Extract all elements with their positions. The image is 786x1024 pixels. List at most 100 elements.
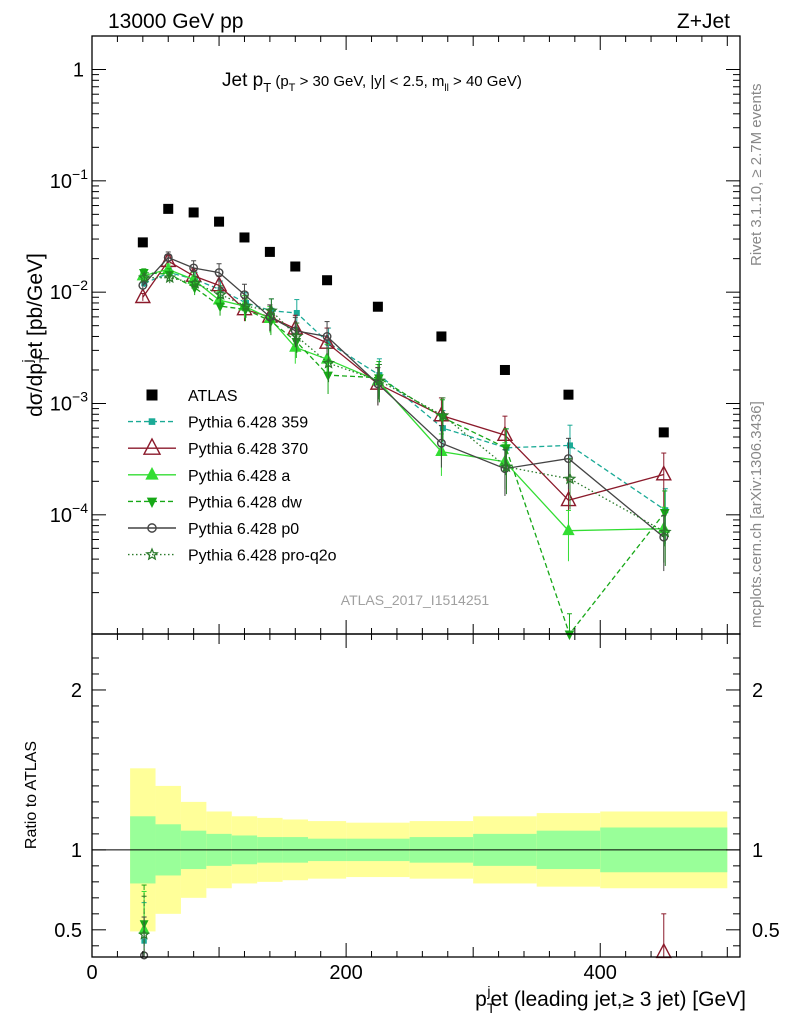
data-point [210,275,228,292]
y-tick-label: 10−1 [50,166,88,193]
x-axis-label-sub: T [487,1000,496,1016]
ratio-y-tick-label: 0.5 [54,920,82,942]
y-tick-base: 1 [73,60,84,82]
y-axis-label-part1: dσ/dp [24,363,47,417]
series-line [142,256,665,538]
y-tick-exponent: −1 [72,166,88,182]
x-tick-label: 200 [329,962,362,984]
legend-item: ATLAS [146,388,238,405]
y-axis-label-part2: et [pb/GeV] [24,253,47,359]
ratio-y-tick-label: 2 [71,680,82,702]
y-tick-label: 1 [73,60,84,82]
data-point [264,246,275,257]
legend-label: Pythia 6.428 pro-q2o [188,548,337,565]
y-axis-label: dσ/dpTjet [pb/GeV] [19,253,52,417]
data-point [658,525,672,538]
y-axis-label-sub: T [36,354,52,363]
data-point [265,304,278,317]
y-tick-exponent: −2 [72,277,88,293]
legend-item: Pythia 6.428 370 [128,437,308,458]
main-plot-area: 110−110−210−310−4 [50,35,741,641]
legend-item: Pythia 6.428 359 [128,415,308,432]
y-tick-base: 10 [50,393,72,415]
header-energy-label: 13000 GeV pp [108,10,243,33]
legend-marker [142,437,162,455]
legend-label: Pythia 6.428 370 [188,441,308,458]
y-tick-label: 10−4 [50,500,88,527]
data-point [658,427,669,438]
data-point [659,532,669,542]
x-tick-label: 0 [86,962,97,984]
rivet-version-label: Rivet 3.1.10, ≥ 2.7M events [748,84,765,267]
ratio-axis-label: Ratio to ATLAS [23,741,40,849]
data-point [325,339,332,346]
x-axis-label: pTjet (leading jet,≥ 3 jet) [GeV] [475,983,746,1016]
data-point [564,630,575,641]
plot-title: Jet pT (pT > 30 GeV, |y| < 2.5, mll > 40… [222,70,522,95]
data-point [138,280,148,290]
plot-title-cut-mid: > 30 GeV, |y| < 2.5, m [295,73,444,90]
series-pythia-6-428-pro-q2o [137,270,672,566]
data-point [322,332,332,341]
legend-marker [146,389,158,401]
data-point [137,237,148,248]
legend: ATLAS Pythia 6.428 359 Pythia 6.428 370 Pyt… [128,388,337,565]
legend-marker [147,523,157,533]
plot-title-main-sub: T [263,80,271,95]
ratio-plot-area: 2 21 10.5 0.50 200 400 [54,633,780,984]
legend-marker [148,418,156,425]
plot-title-cut-sub2: ll [444,83,448,94]
y-tick-label: 10−2 [50,277,88,304]
data-point [137,270,151,284]
y-tick-base: 10 [50,282,72,304]
data-point [188,276,202,289]
ratio-marker [138,928,150,940]
data-point [290,261,301,272]
data-point [563,472,577,485]
plot-title-cut-sub: T [289,82,296,94]
ratio-y-tick-label-right: 0.5 [752,920,780,942]
plot-title-cut-open: (p [271,73,289,90]
legend-item: Pythia 6.428 dw [128,494,302,511]
series-pythia-6-428-a [136,262,670,563]
data-point [566,442,573,449]
header-process-label: Z+Jet [677,10,730,33]
legend-marker [145,466,159,480]
data-point [188,207,199,218]
data-point [655,464,672,481]
data-point [373,374,386,387]
series-line [144,277,666,533]
data-point [214,287,227,301]
data-point [134,287,151,304]
data-point [240,290,249,300]
data-point [239,232,250,243]
data-point [189,263,199,273]
data-point [563,389,574,400]
data-point [239,299,253,312]
y-tick-exponent: −3 [72,388,88,404]
data-point [500,460,513,473]
ratio-y-tick-label-right: 2 [752,680,763,702]
y-tick-base: 10 [50,171,72,193]
mcplots-label: mcplots.cern.ch [arXiv:1306.3436] [748,401,765,628]
ratio-point [655,913,672,959]
data-point [214,268,224,278]
data-point [562,523,575,536]
legend-item: Pythia 6.428 a [128,466,290,485]
legend-label: ATLAS [188,388,238,405]
legend-marker [146,497,158,509]
x-axis-label-part2: et (leading jet,≥ 3 jet) [GeV] [491,988,747,1011]
legend-label: Pythia 6.428 dw [188,494,302,511]
x-axis-label-part1: p [475,988,487,1011]
ratio-point [138,895,150,957]
data-point [290,329,304,342]
legend-label: Pythia 6.428 a [188,468,290,485]
legend-label: Pythia 6.428 p0 [188,521,299,538]
data-point [372,301,383,312]
data-point [436,438,446,448]
series-pythia-6-428-p0 [138,251,669,572]
ratio-plot-frame [91,633,741,958]
y-tick-base: 10 [50,505,72,527]
ratio-marker [655,942,672,959]
